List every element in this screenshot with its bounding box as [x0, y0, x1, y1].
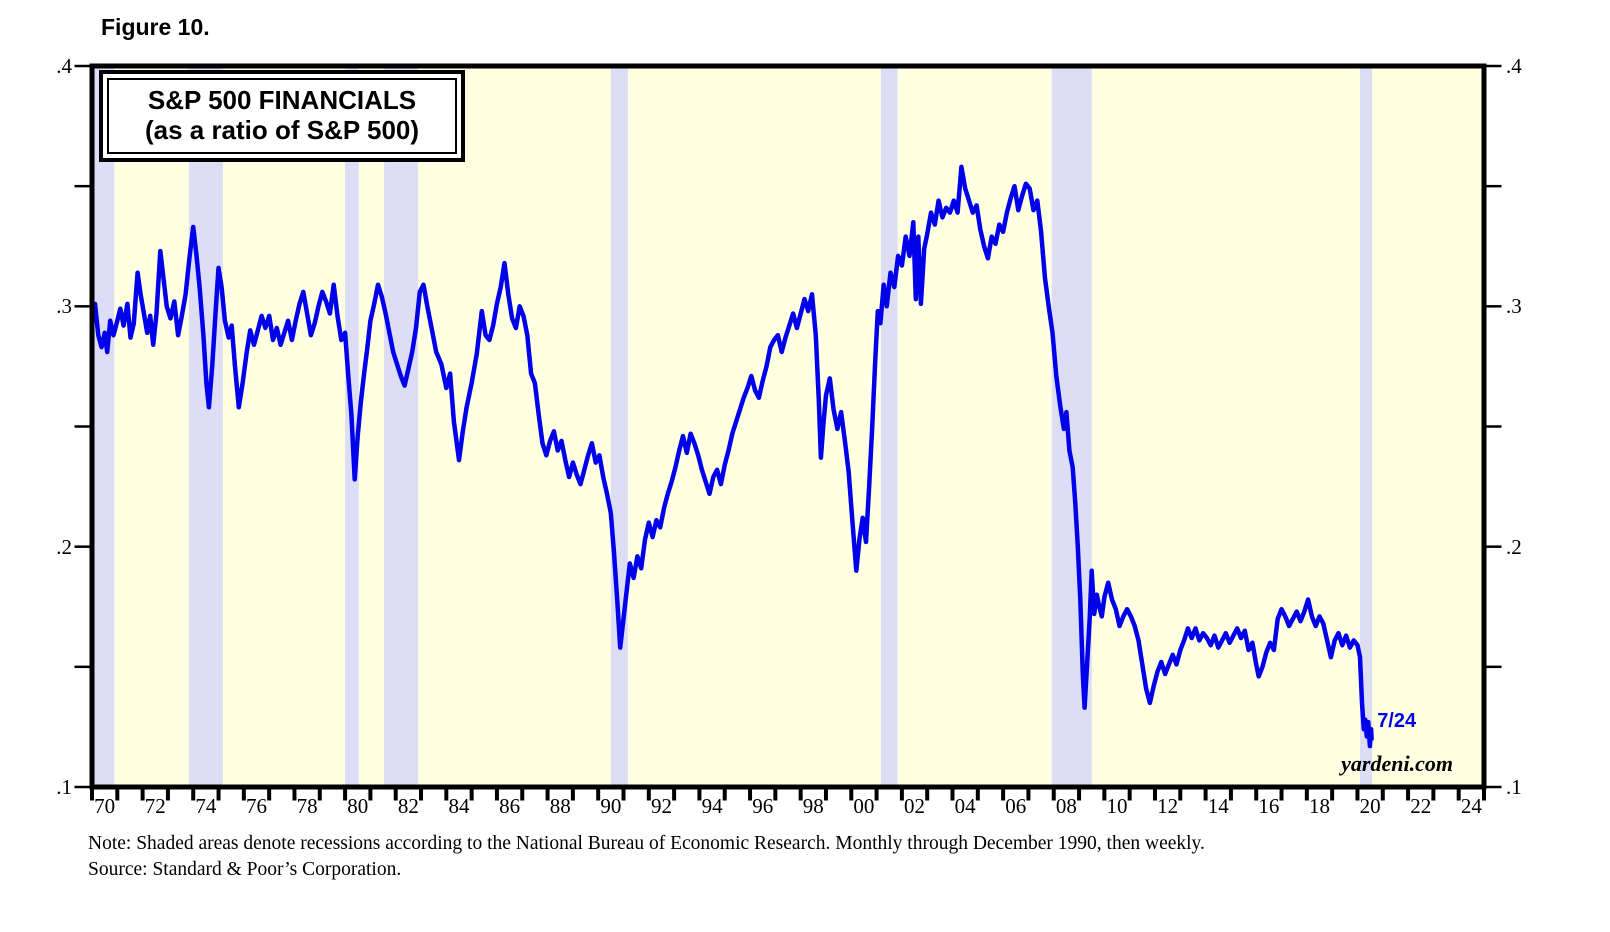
x-axis-label: 80 — [347, 794, 369, 818]
y-axis-label-left: .1 — [56, 775, 72, 799]
x-axis-label: 20 — [1359, 794, 1381, 818]
x-axis-label: 72 — [144, 794, 166, 818]
x-axis-label: 04 — [954, 794, 976, 818]
chart-title-line1: S&P 500 FINANCIALS — [147, 85, 417, 115]
x-axis-label: 94 — [701, 794, 723, 818]
plot-border — [89, 63, 1487, 790]
x-axis-label: 70 — [94, 794, 116, 818]
x-axis-label: 12 — [1157, 794, 1179, 818]
recession-band — [384, 63, 418, 790]
ratio-line — [92, 164, 1374, 749]
x-axis-label: 00 — [853, 794, 875, 818]
x-axis-label: 78 — [296, 794, 318, 818]
recession-band — [880, 63, 898, 790]
x-axis-label: 84 — [448, 794, 470, 818]
recession-band — [1359, 63, 1373, 790]
y-axis-label-right: .3 — [1506, 294, 1522, 319]
y-axis-label-left: .2 — [56, 534, 72, 559]
x-axis-label: 76 — [246, 794, 267, 818]
footnote-note-line: Note: Shaded areas denote recessions acc… — [88, 833, 1205, 854]
x-axis-label: 22 — [1410, 794, 1432, 818]
x-axis-label: 98 — [802, 794, 824, 818]
chart-title-box: S&P 500 FINANCIALS (as a ratio of S&P 50… — [99, 70, 465, 162]
x-axis-label: 74 — [195, 794, 217, 818]
x-axis-label: 88 — [549, 794, 571, 818]
recession-band — [610, 63, 628, 790]
y-axis-label-left: .3 — [56, 294, 72, 319]
x-axis-label: 16 — [1258, 794, 1280, 818]
recession-band — [92, 63, 115, 790]
x-axis-label: 06 — [1005, 794, 1027, 818]
figure-label: Figure 10. — [101, 14, 210, 40]
x-axis-label: 96 — [752, 794, 774, 818]
x-axis-label: 86 — [499, 794, 521, 818]
x-axis-label: 90 — [600, 794, 622, 818]
plot-background — [89, 63, 1487, 790]
y-axis-label-left: .4 — [56, 54, 72, 78]
watermark-yardeni: yardeni.com — [1341, 751, 1453, 776]
footnote-source-line: Source: Standard & Poor’s Corporation. — [88, 859, 402, 880]
chart-title-inner-frame: S&P 500 FINANCIALS (as a ratio of S&P 50… — [107, 78, 457, 154]
x-axis-label: 18 — [1308, 794, 1330, 818]
x-axis-label: 02 — [904, 794, 926, 818]
x-axis-label: 10 — [1106, 794, 1128, 818]
chart-title-line2: (as a ratio of S&P 500) — [144, 115, 420, 145]
y-axis-label-right: .4 — [1506, 54, 1522, 78]
x-axis-label: 92 — [650, 794, 672, 818]
x-axis-label: 08 — [1055, 794, 1077, 818]
x-axis-label: 82 — [397, 794, 419, 818]
x-axis-label: 14 — [1207, 794, 1229, 818]
footnote: Note: Shaded areas denote recessions acc… — [88, 831, 1205, 883]
y-axis-label-right: .1 — [1506, 775, 1522, 799]
x-axis-label: 24 — [1460, 794, 1482, 818]
y-axis-label-right: .2 — [1506, 534, 1522, 559]
latest-point-label: 7/24 — [1377, 710, 1417, 733]
recession-band — [188, 63, 223, 790]
